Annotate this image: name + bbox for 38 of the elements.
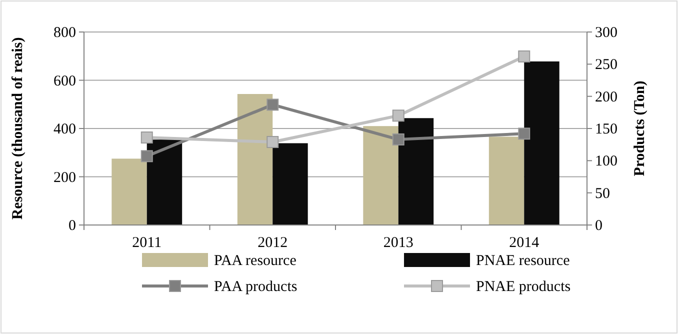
x-tick-label: 2013 [383,235,414,251]
legend-label: PAA resource [214,253,297,269]
x-tick-label: 2014 [509,235,540,251]
point [392,133,404,146]
y-tick-label: 0 [68,218,76,234]
point [266,98,279,111]
x-tick-label: 2011 [132,235,162,251]
y2-axis-title: Products (Ton) [632,80,648,176]
point [392,110,404,122]
y2-tick-label: 150 [595,122,618,138]
bar [363,126,398,225]
y-tick-label: 200 [54,170,76,186]
bar [146,140,182,225]
bar [524,61,560,225]
y2-tick-label: 100 [595,154,618,170]
point [518,128,530,140]
y2-tick-label: 300 [595,25,618,41]
bar [398,118,434,225]
y2-tick-label: 200 [595,89,618,106]
y-tick-label: 600 [54,73,76,90]
point [140,132,153,144]
bar [237,94,273,225]
point [140,150,153,162]
y-tick-label: 800 [54,25,76,41]
legend-label: PAA products [214,279,298,295]
bar [488,136,524,225]
y2-tick-label: 50 [595,186,610,202]
legend-label: PNAE products [476,279,571,295]
point [266,136,279,148]
legend-label: PNAE resource [476,253,570,269]
y2-tick-label: 250 [595,57,618,74]
point [518,50,530,62]
bar [112,158,147,225]
bar [272,143,308,225]
y-axis-title: Resource (thousand of reais) [10,37,26,220]
y-tick-label: 400 [54,122,76,138]
y2-tick-label: 0 [595,218,602,234]
x-tick-label: 2012 [258,235,288,251]
